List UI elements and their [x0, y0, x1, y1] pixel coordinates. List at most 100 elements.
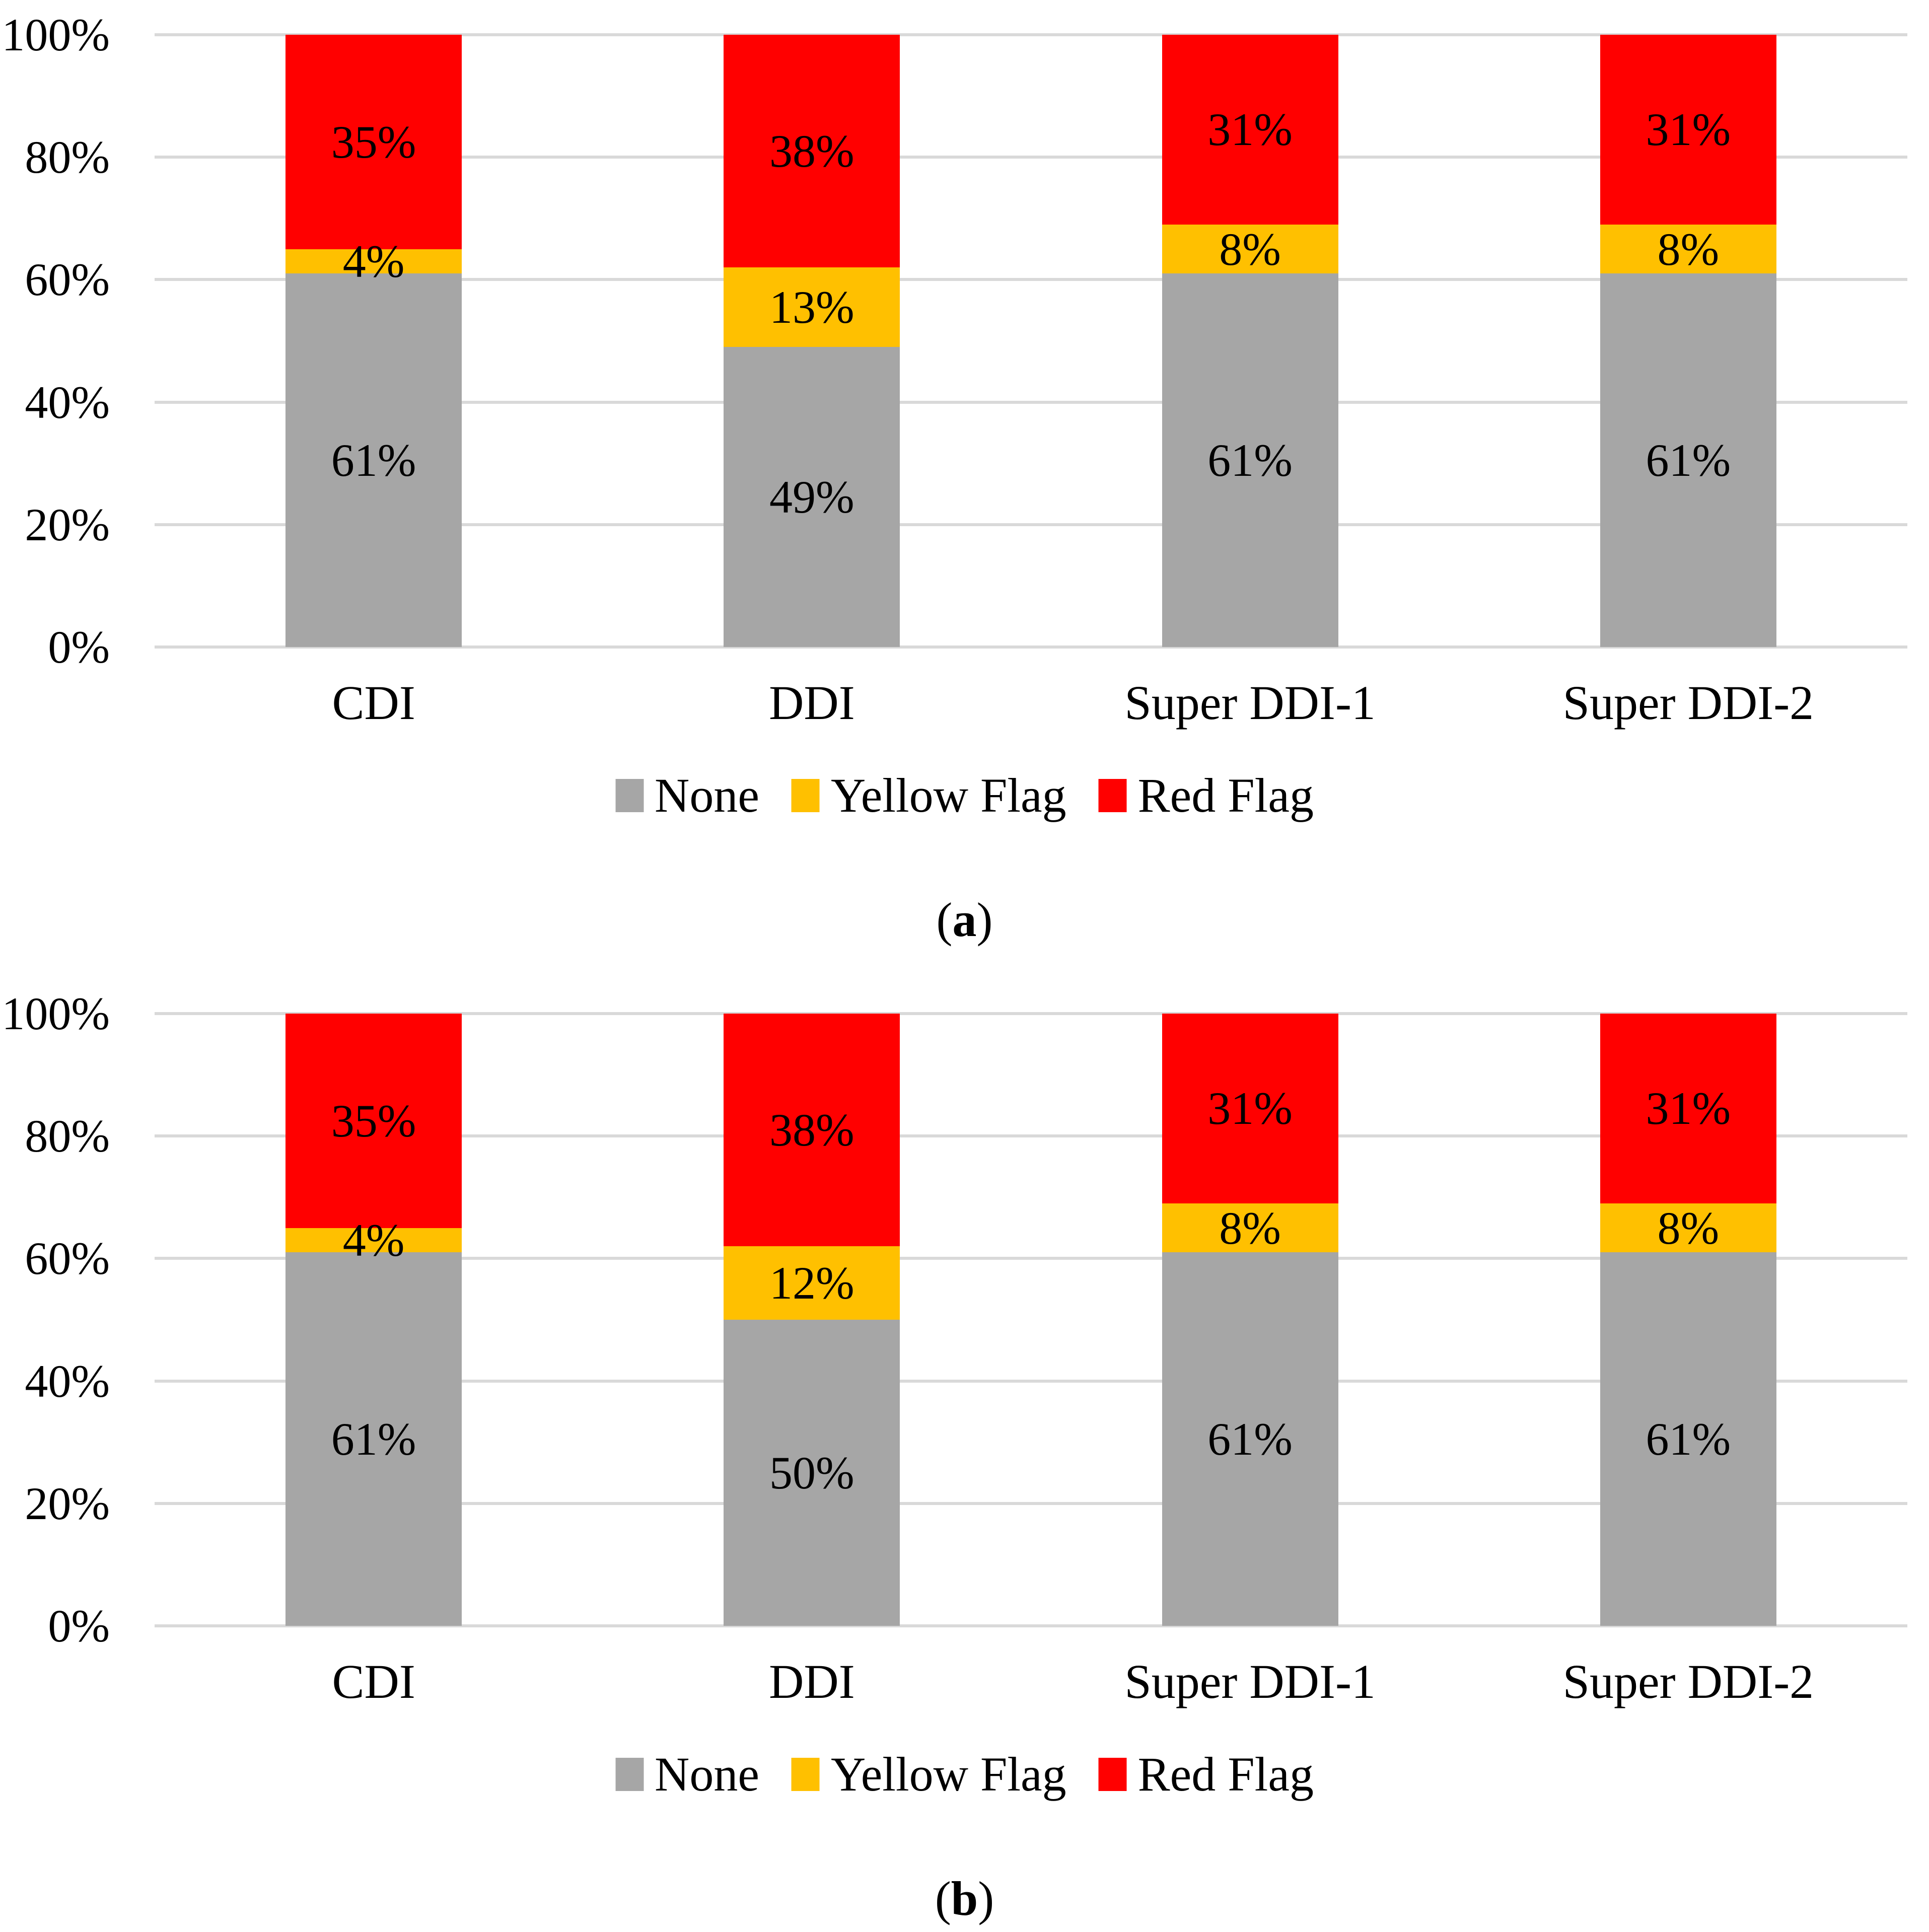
legend-swatch-red-flag-icon	[1098, 1758, 1127, 1791]
bar-Super DDI-1-segment-none	[1162, 1252, 1338, 1626]
data-label: 31%	[1646, 104, 1731, 156]
legend-swatch-yellow-flag-icon	[791, 779, 820, 812]
y-axis-tick-label: 80%	[25, 1110, 110, 1162]
x-axis-category-label: Super DDI-2	[1562, 1655, 1814, 1709]
legend-label: Yellow Flag	[830, 1747, 1066, 1801]
panel-caption-letter: b	[951, 1872, 978, 1925]
y-axis-tick-label: 40%	[25, 376, 110, 428]
legend-label: Red Flag	[1137, 1747, 1314, 1801]
data-label: 31%	[1207, 104, 1293, 156]
gridline-20%	[155, 523, 1907, 526]
data-label: 61%	[331, 435, 416, 486]
bar-DDI-segment-yellow-flag	[724, 267, 900, 347]
x-axis-category-label: CDI	[332, 676, 415, 730]
panel-caption-letter: a	[952, 893, 977, 947]
gridline-0%	[155, 646, 1907, 649]
bar-CDI-segment-none	[285, 1252, 462, 1626]
bar-Super DDI-2-segment-yellow-flag	[1600, 224, 1776, 274]
legend-label: Red Flag	[1137, 768, 1314, 822]
gridline-40%	[155, 400, 1907, 404]
data-label: 35%	[331, 1095, 416, 1147]
data-label: 13%	[769, 281, 854, 333]
y-axis-tick-label: 40%	[25, 1355, 110, 1407]
bar-Super DDI-1-segment-red-flag	[1162, 1014, 1338, 1203]
bar-CDI-segment-none	[285, 273, 462, 647]
data-label: 4%	[342, 1214, 405, 1266]
legend-item-none: None	[615, 1750, 759, 1799]
y-axis-tick-label: 60%	[25, 254, 110, 306]
bar-Super DDI-2-segment-red-flag	[1600, 35, 1776, 225]
x-axis-category-label: Super DDI-1	[1124, 676, 1376, 730]
bar-Super DDI-2-segment-none	[1600, 1252, 1776, 1626]
gridline-80%	[155, 156, 1907, 159]
legend-item-yellow-flag: Yellow Flag	[791, 768, 1066, 822]
bar-Super DDI-1-segment-red-flag	[1162, 35, 1338, 225]
gridline-80%	[155, 1134, 1907, 1138]
chart-panel-a: 0% 20% 40% 60% 80% 100% 61% 4% 35% CDI 49% 13% 38% DD…	[0, 0, 1929, 963]
gridline-40%	[155, 1379, 1907, 1383]
legend: None Yellow Flag Red Flag	[615, 771, 1314, 820]
data-label: 8%	[1657, 223, 1720, 275]
data-label: 8%	[1657, 1202, 1720, 1254]
legend-swatch-none-icon	[615, 779, 644, 812]
bar-DDI-segment-none	[724, 347, 900, 647]
data-label: 61%	[1646, 435, 1731, 486]
y-axis-tick-label: 100%	[2, 9, 110, 60]
legend-swatch-yellow-flag-icon	[791, 1758, 820, 1791]
legend-item-red-flag: Red Flag	[1098, 768, 1314, 822]
y-axis-tick-label: 20%	[25, 1477, 110, 1529]
data-label: 61%	[1646, 1413, 1731, 1465]
bar-Super DDI-1-segment-yellow-flag	[1162, 1203, 1338, 1253]
legend-item-none: None	[615, 771, 759, 820]
legend-item-red-flag: Red Flag	[1098, 1747, 1314, 1801]
bar-CDI-segment-yellow-flag	[285, 249, 462, 274]
bar-CDI-segment-red-flag	[285, 35, 462, 249]
y-axis-tick-label: 80%	[25, 131, 110, 183]
legend-label: None	[655, 1747, 759, 1801]
x-axis-category-label: CDI	[332, 1655, 415, 1709]
legend-label: None	[655, 768, 759, 822]
bar-Super DDI-1-segment-none	[1162, 273, 1338, 647]
bar-CDI-segment-yellow-flag	[285, 1228, 462, 1253]
data-label: 8%	[1219, 1202, 1281, 1254]
chart-panel-b: 0% 20% 40% 60% 80% 100% 61% 4% 35% CDI 50% 12% 38% DD…	[0, 979, 1929, 1932]
data-label: 61%	[331, 1413, 416, 1465]
bar-Super DDI-1-segment-yellow-flag	[1162, 224, 1338, 274]
gridline-60%	[155, 1257, 1907, 1260]
gridline-100%	[155, 1012, 1907, 1015]
gridline-100%	[155, 33, 1907, 36]
x-axis-category-label: Super DDI-2	[1562, 676, 1814, 730]
legend-swatch-none-icon	[615, 1758, 644, 1791]
gridline-60%	[155, 278, 1907, 281]
bar-Super DDI-2-segment-yellow-flag	[1600, 1203, 1776, 1253]
data-label: 35%	[331, 116, 416, 168]
x-axis-category-label: Super DDI-1	[1124, 1655, 1376, 1709]
bar-DDI-segment-yellow-flag	[724, 1246, 900, 1320]
bar-DDI-segment-red-flag	[724, 1014, 900, 1247]
bar-Super DDI-2-segment-none	[1600, 273, 1776, 647]
data-label: 31%	[1646, 1083, 1731, 1134]
y-axis-tick-label: 20%	[25, 498, 110, 550]
bar-DDI-segment-red-flag	[724, 35, 900, 268]
data-label: 38%	[769, 1104, 854, 1156]
legend-swatch-red-flag-icon	[1098, 779, 1127, 812]
data-label: 4%	[342, 235, 405, 287]
data-label: 49%	[769, 471, 854, 523]
x-axis-category-label: DDI	[769, 1655, 855, 1709]
panel-caption: (a)	[936, 893, 993, 947]
legend-label: Yellow Flag	[830, 768, 1066, 822]
y-axis-tick-label: 60%	[25, 1233, 110, 1284]
data-label: 12%	[769, 1257, 854, 1309]
bar-CDI-segment-red-flag	[285, 1014, 462, 1228]
y-axis-tick-label: 100%	[2, 988, 110, 1039]
gridline-20%	[155, 1501, 1907, 1505]
legend-item-yellow-flag: Yellow Flag	[791, 1747, 1066, 1801]
data-label: 38%	[769, 125, 854, 177]
data-label: 50%	[769, 1447, 854, 1498]
bar-Super DDI-2-segment-red-flag	[1600, 1014, 1776, 1203]
data-label: 61%	[1207, 435, 1293, 486]
data-label: 31%	[1207, 1083, 1293, 1134]
x-axis-category-label: DDI	[769, 676, 855, 730]
bar-DDI-segment-none	[724, 1320, 900, 1626]
